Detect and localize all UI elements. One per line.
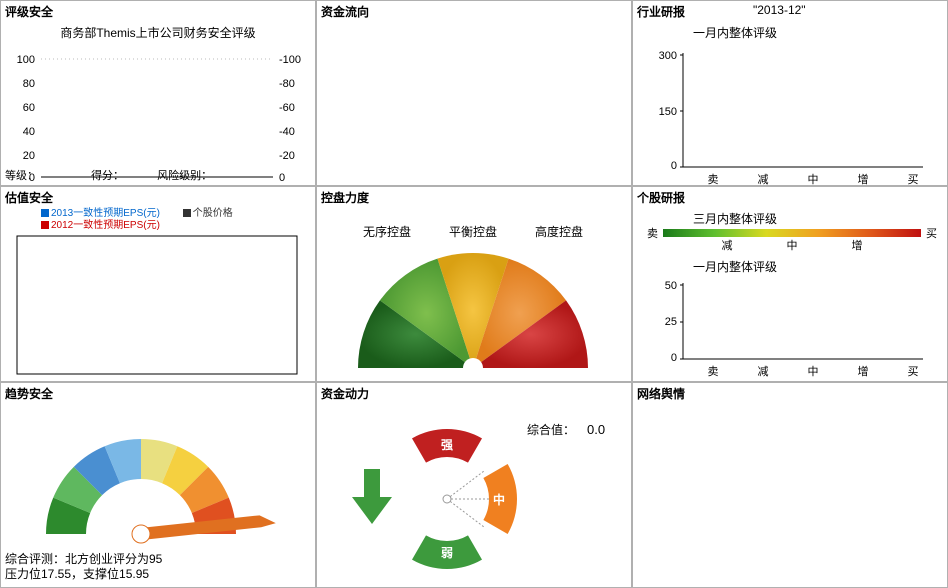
panel-title: 控盘力度 xyxy=(317,187,631,208)
svg-text:60: 60 xyxy=(23,102,35,114)
panel-title: 估值安全 xyxy=(1,187,315,208)
panel-industry-report: 行业研报 "2013-12" 一月内整体评级 300 150 0 卖 减 中 增… xyxy=(632,0,948,186)
panel-title: 行业研报 xyxy=(633,1,689,22)
stock-chart: 50 25 0 卖 减 中 增 买 xyxy=(633,275,945,382)
rating-footer: 等级： 得分： 风险级别： xyxy=(5,167,311,183)
panel-title: 评级安全 xyxy=(1,1,315,22)
svg-text:-40: -40 xyxy=(279,126,295,138)
svg-text:减: 减 xyxy=(722,239,733,252)
svg-text:买: 买 xyxy=(908,173,919,186)
svg-text:0: 0 xyxy=(671,160,677,172)
svg-text:买: 买 xyxy=(926,227,937,240)
svg-text:卖: 卖 xyxy=(647,227,658,240)
svg-text:20: 20 xyxy=(23,150,35,162)
risk-label: 风险级别： xyxy=(157,170,212,182)
svg-text:50: 50 xyxy=(665,280,677,292)
svg-text:-100: -100 xyxy=(279,54,301,66)
rating-chart: 100 80 60 40 20 0 -100 -80 -60 -40 -20 0 xyxy=(1,41,313,181)
fund-summary-value: 0.0 xyxy=(587,422,605,437)
svg-text:买: 买 xyxy=(908,365,919,378)
gauge-label-left: 无序控盘 xyxy=(363,224,411,239)
svg-text:中: 中 xyxy=(808,173,819,186)
panel-control-degree: 控盘力度 无序控盘 平衡控盘 高度控盘 xyxy=(316,186,632,382)
xcat: 卖 xyxy=(708,173,719,186)
trend-line1: 综合评测：北方创业评分为95 xyxy=(5,552,162,568)
svg-text:弱: 弱 xyxy=(441,545,453,560)
panel-fund-power: 资金动力 强 中 弱 xyxy=(316,382,632,588)
control-gauge: 无序控盘 平衡控盘 高度控盘 xyxy=(317,208,629,382)
industry-subtitle: 一月内整体评级 xyxy=(633,24,947,41)
panel-title: 资金动力 xyxy=(317,383,631,404)
panel-stock-report: 个股研报 三月内整体评级 卖 减 中 增 买 一月内整体评级 50 xyxy=(632,186,948,382)
svg-text:-20: -20 xyxy=(279,150,295,162)
legend-label: 2012一致性预期EPS(元) xyxy=(51,220,160,231)
panel-fund-flow: 资金流向 xyxy=(316,0,632,186)
trend-line2: 压力位17.55，支撑位15.95 xyxy=(5,567,162,583)
svg-text:-80: -80 xyxy=(279,78,295,90)
panel-title: 趋势安全 xyxy=(1,383,315,404)
svg-text:中: 中 xyxy=(787,239,798,252)
value-legend: 2013一致性预期EPS(元) 个股价格 2012一致性预期EPS(元) xyxy=(1,208,315,232)
panel-title: 个股研报 xyxy=(633,187,947,208)
industry-chart: 300 150 0 卖 减 中 增 买 xyxy=(633,41,945,186)
svg-text:25: 25 xyxy=(665,316,677,328)
gauge-label-right: 高度控盘 xyxy=(535,224,583,239)
fund-power-gauge: 强 中 弱 综合值： 0.0 xyxy=(317,404,629,584)
svg-text:0: 0 xyxy=(671,352,677,364)
rating-subtitle: 商务部Themis上市公司财务安全评级 xyxy=(1,24,315,41)
svg-text:300: 300 xyxy=(659,50,677,62)
svg-text:40: 40 xyxy=(23,126,35,138)
stock-subtitle2: 一月内整体评级 xyxy=(633,258,947,275)
panel-title: 网络舆情 xyxy=(633,383,947,404)
stock-subtitle1: 三月内整体评级 xyxy=(633,210,947,227)
panel-rating-safety: 评级安全 商务部Themis上市公司财务安全评级 100 80 60 40 20… xyxy=(0,0,316,186)
date-badge: "2013-12" xyxy=(753,3,806,17)
svg-text:增: 增 xyxy=(858,364,869,378)
svg-text:100: 100 xyxy=(17,54,35,66)
fund-summary-label: 综合值： xyxy=(527,422,575,437)
svg-text:中: 中 xyxy=(493,492,505,507)
panel-value-safety: 估值安全 2013一致性预期EPS(元) 个股价格 2012一致性预期EPS(元… xyxy=(0,186,316,382)
dashboard-grid: 评级安全 商务部Themis上市公司财务安全评级 100 80 60 40 20… xyxy=(0,0,948,588)
grade-label: 等级： xyxy=(5,170,38,182)
svg-text:减: 减 xyxy=(758,173,769,186)
value-chart xyxy=(1,232,313,382)
gauge-label-center: 平衡控盘 xyxy=(449,224,497,239)
panel-trend-safety: 趋势安全 综合评测：北方创业评分为95 压力位17.55，支撑位15.95 xyxy=(0,382,316,588)
svg-text:-60: -60 xyxy=(279,102,295,114)
svg-text:增: 增 xyxy=(852,238,863,252)
panel-title: 资金流向 xyxy=(317,1,631,22)
trend-summary: 综合评测：北方创业评分为95 压力位17.55，支撑位15.95 xyxy=(5,552,162,583)
svg-text:80: 80 xyxy=(23,78,35,90)
svg-text:强: 强 xyxy=(441,438,453,452)
legend-label: 2013一致性预期EPS(元) xyxy=(51,208,160,219)
score-label: 得分： xyxy=(91,170,124,182)
svg-text:150: 150 xyxy=(659,106,677,118)
trend-gauge xyxy=(1,404,313,554)
panel-net-sentiment: 网络舆情 xyxy=(632,382,948,588)
svg-text:减: 减 xyxy=(758,365,769,378)
legend-label: 个股价格 xyxy=(193,208,233,219)
svg-text:增: 增 xyxy=(858,172,869,186)
svg-text:卖: 卖 xyxy=(708,365,719,378)
gradient-bar: 卖 减 中 增 买 xyxy=(633,227,945,253)
svg-text:中: 中 xyxy=(808,365,819,378)
